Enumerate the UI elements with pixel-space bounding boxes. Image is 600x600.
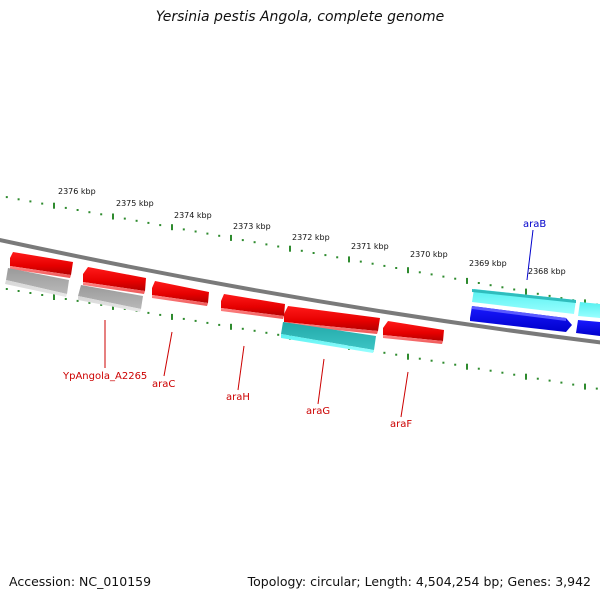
rna-feature-arab-cyan[interactable] [472, 289, 576, 314]
kbp-label-2375: 2375 kbp [116, 199, 154, 208]
rna-feature-arab-cyan-dark [472, 289, 576, 303]
gene-arrow-arag[interactable] [284, 306, 380, 331]
gene-arrow-arab-top [472, 306, 566, 321]
pseudogene-left-gray[interactable] [6, 268, 69, 294]
pseudogene-left-gray-light [5, 280, 67, 297]
gene-label-arah: araH [226, 392, 250, 403]
leader-arah [237, 345, 245, 391]
gene-arrow-right-blue[interactable] [576, 320, 600, 336]
gene-arrow-ypangola-a2265-shadow [83, 282, 145, 294]
gene-label-araf: araF [390, 419, 412, 430]
gene-arrow-arac-shadow [152, 295, 208, 306]
rna-feature-right-cyan[interactable] [578, 302, 600, 318]
leader-arag [317, 358, 325, 405]
gene-label-arac: araC [152, 379, 175, 390]
gene-arrow-araf-shadow [383, 335, 443, 344]
gene-label-ypangola-a2265: YpAngola_A2265 [62, 371, 147, 382]
kbp-label-2371: 2371 kbp [351, 242, 389, 251]
leader-arab [526, 229, 534, 281]
leader-arac [163, 331, 173, 377]
gene-arrow-left-red[interactable] [10, 252, 73, 275]
gene-arrow-left-red-shadow [10, 266, 71, 278]
genome-title: Yersinia pestis Angola, complete genome [155, 9, 445, 25]
gene-arrow-ypangola-a2265[interactable] [83, 267, 146, 291]
rna-feature-arag-cyan[interactable] [281, 322, 376, 350]
kbp-label-2376: 2376 kbp [58, 187, 96, 196]
gene-arrow-arah-shadow [221, 308, 284, 319]
gene-arrow-arab[interactable] [470, 306, 572, 332]
gene-arrow-araf[interactable] [383, 321, 444, 341]
kbp-label-2373: 2373 kbp [233, 222, 271, 231]
kbp-label-2369: 2369 kbp [469, 259, 507, 268]
gene-arrow-arah[interactable] [221, 294, 285, 316]
gene-label-arag: araG [306, 406, 330, 417]
genome-backbone [0, 238, 600, 345]
pseudogene-ypangola-gray-light [78, 296, 141, 312]
upper-tick-ruler [5, 196, 598, 306]
kbp-label-2374: 2374 kbp [174, 211, 212, 220]
kbp-label-2370: 2370 kbp [410, 250, 448, 259]
kbp-label-2368: 2368 kbp [528, 267, 566, 276]
rna-feature-arag-cyan-light [281, 334, 374, 353]
kbp-label-2372: 2372 kbp [292, 233, 330, 242]
leader-araf [400, 371, 409, 418]
gene-arrow-arag-shadow [284, 322, 378, 334]
topology-summary: Topology: circular; Length: 4,504,254 bp… [247, 574, 591, 589]
gene-label-arab: araB [523, 219, 546, 230]
pseudogene-ypangola-gray[interactable] [78, 285, 143, 309]
accession-text: Accession: NC_010159 [9, 574, 152, 589]
gene-arrow-arac[interactable] [152, 281, 209, 303]
